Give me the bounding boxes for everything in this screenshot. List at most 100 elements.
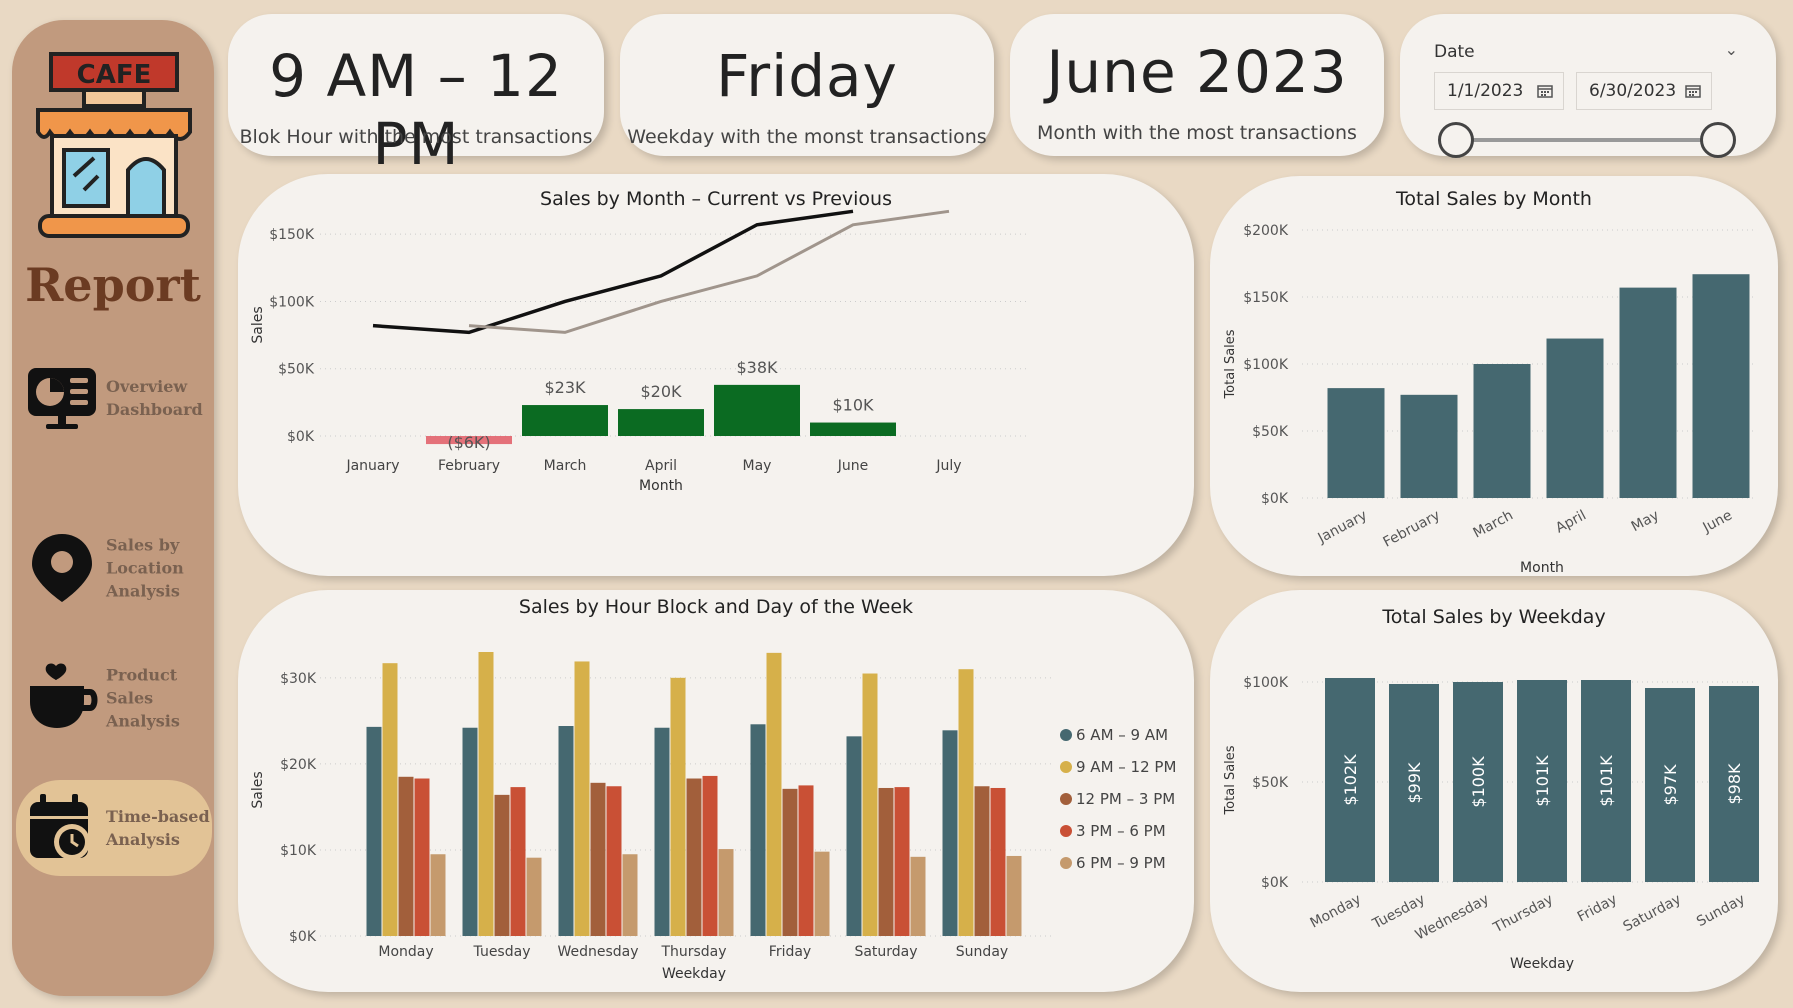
bar <box>958 669 974 936</box>
bar-data-label: $100K <box>1469 756 1488 808</box>
bar <box>478 652 494 936</box>
bar <box>590 782 606 936</box>
kpi-card-weekday: Friday Weekday with the monst transactio… <box>620 14 994 156</box>
report-title: Report <box>25 258 201 312</box>
bar <box>574 661 590 936</box>
x-axis-title: Month <box>639 478 683 494</box>
legend-marker <box>1060 825 1072 837</box>
kpi-value: Friday <box>716 42 898 110</box>
date-range-slider-track[interactable] <box>1454 138 1718 142</box>
chart-title: Sales by Month – Current vs Previous <box>540 188 892 210</box>
x-tick-label: April <box>645 458 677 474</box>
legend-label: 6 PM – 9 PM <box>1076 854 1166 872</box>
sales-by-weekday-chart: $0K$50K$100K$102KMonday$99KTuesday$100KW… <box>1223 675 1759 972</box>
nav-item-overview-dashboard[interactable]: Overview Dashboard <box>16 350 212 446</box>
bar <box>894 787 910 936</box>
hour-block-day-chart: $0K $10K $20K $30K Monday Tuesday Wednesday Thu… <box>250 652 1176 982</box>
nav-item-time-based[interactable]: Time-based Analysis <box>16 780 212 876</box>
diff-bar <box>618 409 704 436</box>
y-tick-label: $50K <box>1252 424 1289 440</box>
y-tick-label: $20K <box>280 757 317 773</box>
bar <box>750 724 766 936</box>
start-date-value: 1/1/2023 <box>1447 81 1524 101</box>
bar <box>1645 688 1695 882</box>
x-tick-label: Thursday <box>1490 891 1556 936</box>
bar <box>862 673 878 936</box>
date-slider-start-handle[interactable] <box>1438 122 1474 158</box>
kpi-card-month: June 2023 Month with the most transactio… <box>1010 14 1384 156</box>
bar <box>1581 680 1631 882</box>
y-tick-label: $100K <box>1243 357 1289 373</box>
kpi-value: 9 AM – 12 PM <box>269 42 563 178</box>
x-tick-label: May <box>1629 507 1662 535</box>
chevron-down-icon[interactable]: ⌄ <box>1724 40 1738 59</box>
y-tick-label: $100K <box>269 294 315 310</box>
x-tick-label: Saturday <box>854 944 917 960</box>
diff-bar-label: $38K <box>736 358 778 377</box>
diff-bar-label: $20K <box>640 382 682 401</box>
bar <box>1006 855 1022 936</box>
date-slider-end-handle[interactable] <box>1700 122 1736 158</box>
legend-label: 12 PM – 3 PM <box>1076 790 1175 808</box>
diff-bar <box>810 422 896 436</box>
bar <box>702 775 718 936</box>
coffee-cup-icon <box>30 663 98 728</box>
bar <box>1546 338 1604 498</box>
x-tick-label: June <box>1700 507 1735 536</box>
bar <box>974 786 990 936</box>
x-tick-label: February <box>1381 507 1443 550</box>
date-filter-card: Date ⌄ 1/1/2023 6/30/2023 <box>1400 14 1776 158</box>
end-date-input[interactable]: 6/30/2023 <box>1576 72 1712 110</box>
nav-label-line: Location <box>106 558 184 578</box>
bar <box>910 856 926 936</box>
calendar-icon[interactable] <box>1685 84 1701 98</box>
kpi-label: Blok Hour with the most transactions <box>239 126 593 148</box>
x-tick-label: June <box>837 458 869 474</box>
bar <box>606 786 622 936</box>
diff-bar-label: $23K <box>544 378 586 397</box>
x-tick-label: Tuesday <box>473 944 531 960</box>
chart-card-current-vs-previous: Sales by Month – Current vs Previous $0K… <box>238 174 1194 576</box>
x-tick-label: Wednesday <box>557 944 638 960</box>
y-axis-title: Sales <box>250 771 266 808</box>
nav-label-overview: Overview Dashboard <box>106 375 216 421</box>
x-axis-title: Weekday <box>1510 956 1574 972</box>
y-tick-label: $150K <box>269 227 315 243</box>
bar <box>766 652 782 936</box>
y-tick-label: $0K <box>1261 875 1289 891</box>
bar-data-label: $101K <box>1597 755 1616 807</box>
x-tick-label: Friday <box>769 944 811 960</box>
nav-label-line: Sales by <box>106 535 180 555</box>
bar <box>1692 274 1750 498</box>
legend-marker <box>1060 793 1072 805</box>
y-tick-label: $30K <box>280 671 317 687</box>
kpi-label: Month with the most transactions <box>1037 122 1357 144</box>
y-tick-label: $50K <box>1252 775 1289 791</box>
diff-bar <box>714 384 800 436</box>
nav-label-product: Product Sales Analysis <box>106 664 216 733</box>
date-filter-title: Date <box>1434 42 1475 62</box>
nav-label-line: Analysis <box>106 581 180 601</box>
kpi-card-hour-block: 9 AM – 12 PM Blok Hour with the most tra… <box>228 14 604 178</box>
cafe-store-icon: CAFE <box>36 52 192 238</box>
x-tick-label: Friday <box>1575 891 1620 925</box>
y-tick-label: $50K <box>278 362 315 378</box>
bar <box>1619 287 1677 498</box>
bar <box>1517 680 1567 882</box>
y-tick-label: $0K <box>287 429 315 445</box>
cafe-sign-text: CAFE <box>77 60 152 90</box>
start-date-input[interactable]: 1/1/2023 <box>1434 72 1564 110</box>
bar-data-label: $102K <box>1341 754 1360 806</box>
kpi-label: Weekday with the monst transactions <box>627 126 987 148</box>
calendar-clock-icon <box>30 794 90 860</box>
bar <box>1709 686 1759 882</box>
nav-item-sales-by-location[interactable]: Sales by Location Analysis <box>16 520 212 616</box>
nav-item-product-sales[interactable]: Product Sales Analysis <box>16 650 212 746</box>
bar-data-label: $99K <box>1405 762 1424 804</box>
series-line <box>372 209 854 335</box>
bar <box>366 726 382 936</box>
calendar-icon[interactable] <box>1537 84 1553 98</box>
bar <box>654 727 670 936</box>
bar-data-label: $97K <box>1661 764 1680 806</box>
bar <box>718 849 734 936</box>
